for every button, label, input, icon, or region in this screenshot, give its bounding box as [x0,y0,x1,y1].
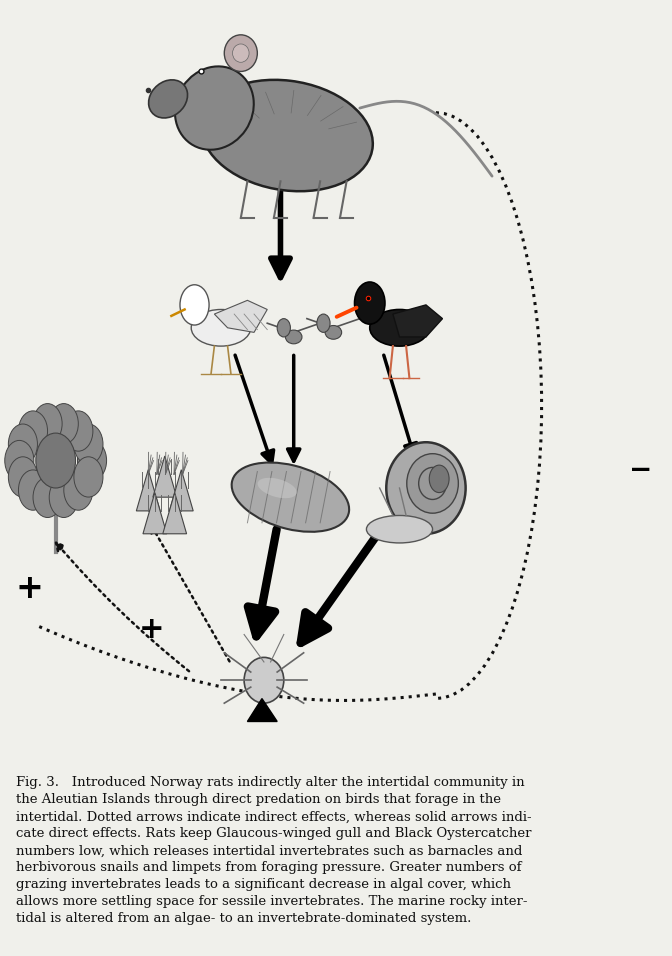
Circle shape [36,433,75,488]
Ellipse shape [370,310,429,346]
Circle shape [77,441,107,481]
Polygon shape [169,469,194,511]
Circle shape [49,403,79,444]
Ellipse shape [244,658,284,704]
Circle shape [64,470,93,511]
Circle shape [74,424,103,465]
Text: +: + [15,573,43,605]
Circle shape [74,457,103,497]
Circle shape [8,457,38,497]
Ellipse shape [233,44,249,62]
Circle shape [49,477,79,517]
Circle shape [64,411,93,451]
Circle shape [429,466,449,492]
Ellipse shape [325,325,341,339]
Polygon shape [163,492,187,533]
Circle shape [8,424,38,465]
Circle shape [355,282,385,324]
Circle shape [18,470,48,511]
Circle shape [317,315,330,333]
Ellipse shape [149,80,187,118]
Text: −: − [629,456,653,484]
Ellipse shape [192,310,251,346]
Circle shape [180,285,209,325]
Ellipse shape [407,454,458,513]
Ellipse shape [175,66,254,150]
Circle shape [33,403,62,444]
Polygon shape [143,492,167,533]
Ellipse shape [419,467,446,499]
Ellipse shape [366,515,433,543]
Ellipse shape [286,330,302,344]
Ellipse shape [232,463,349,532]
Ellipse shape [202,80,373,191]
Polygon shape [153,456,177,497]
Polygon shape [214,300,267,333]
Ellipse shape [386,443,466,533]
Ellipse shape [224,34,257,72]
Ellipse shape [257,478,297,498]
Circle shape [33,477,62,517]
Text: Fig. 3.   Introduced Norway rats indirectly alter the intertidal community in
th: Fig. 3. Introduced Norway rats indirectl… [16,776,532,925]
Polygon shape [247,699,277,722]
Circle shape [18,411,48,451]
Text: +: + [138,616,165,644]
Circle shape [277,318,290,337]
Polygon shape [393,305,442,337]
Circle shape [5,441,34,481]
Polygon shape [136,469,160,511]
